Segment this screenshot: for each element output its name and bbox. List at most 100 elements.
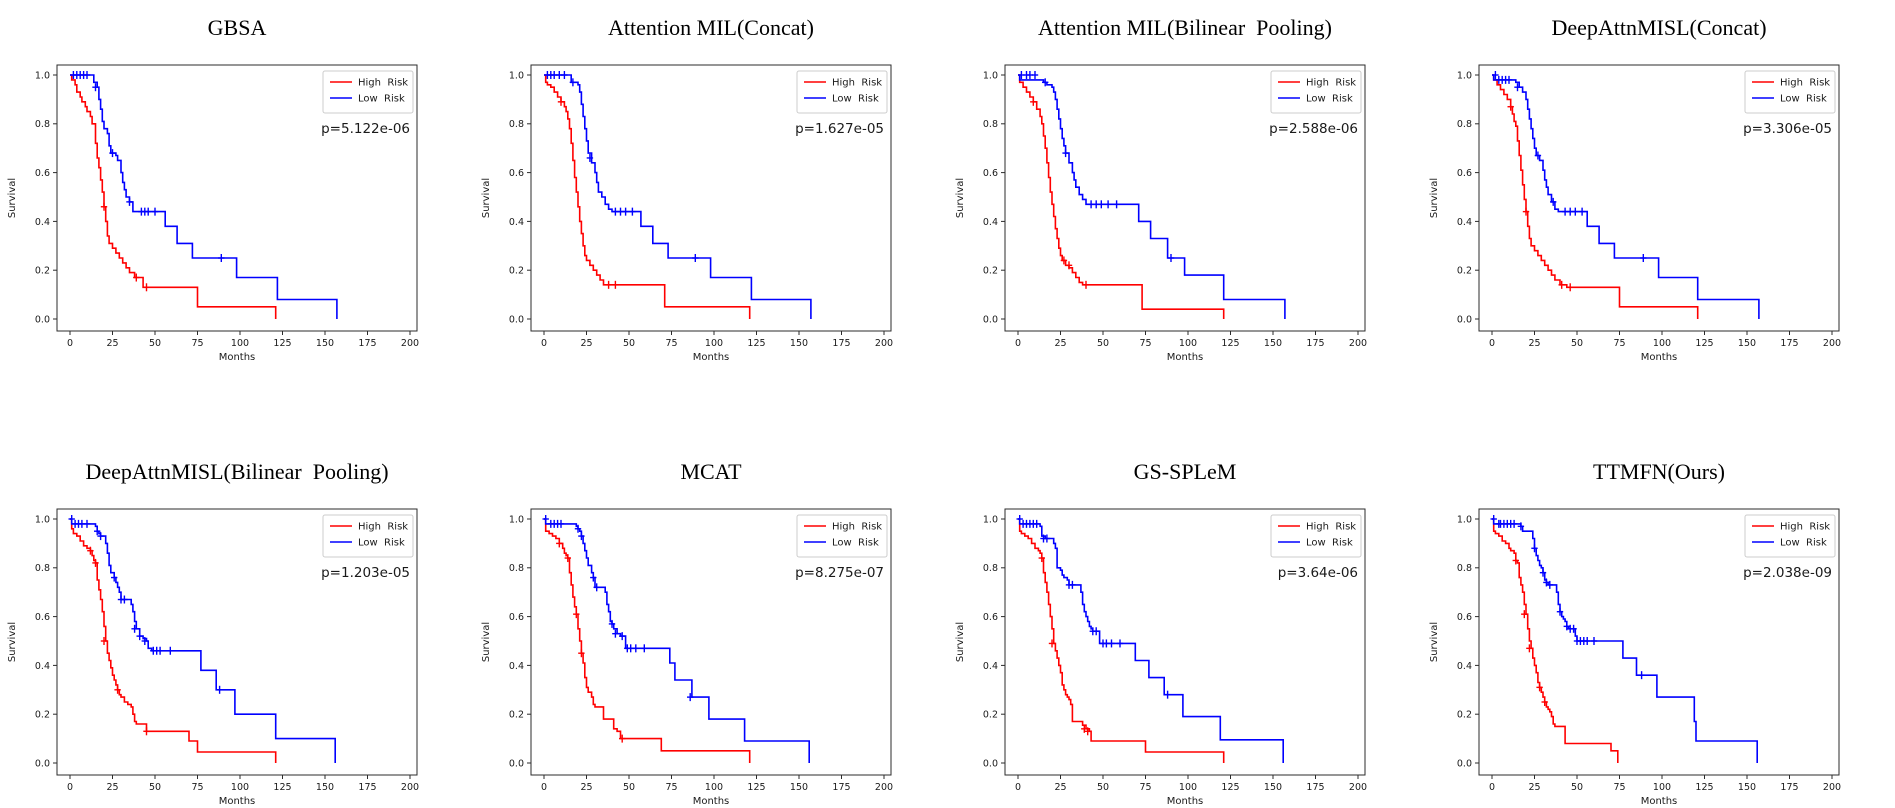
y-tick-label: 0.0 bbox=[35, 314, 50, 325]
x-tick-label: 0 bbox=[541, 338, 547, 349]
plot-box bbox=[1004, 508, 1366, 776]
subplot-title: GBSA bbox=[207, 15, 267, 40]
legend-label-high-risk: High Risk bbox=[1780, 522, 1830, 533]
x-tick-label: 150 bbox=[1264, 338, 1282, 349]
x-tick-label: 200 bbox=[401, 782, 419, 793]
x-tick-label: 125 bbox=[1695, 338, 1713, 349]
low-risk-curve bbox=[70, 74, 338, 319]
x-tick-label: 125 bbox=[1221, 782, 1239, 793]
p-value-label: p=1.627e-05 bbox=[795, 121, 884, 137]
x-tick-label: 150 bbox=[1738, 782, 1756, 793]
x-tick-label: 25 bbox=[580, 338, 592, 349]
legend-label-high-risk: High Risk bbox=[832, 522, 882, 533]
y-tick-label: 0.0 bbox=[1457, 758, 1472, 769]
km-plot-svg: 0 25 50 75 100 125 150 175 200 0.0 0.2 0.4 0.6 0.8 1.0… bbox=[1429, 508, 1841, 807]
subplot-title: DeepAttnMISL(Concat) bbox=[1551, 15, 1767, 40]
x-tick-label: 25 bbox=[1528, 338, 1540, 349]
x-tick-label: 0 bbox=[1015, 782, 1021, 793]
legend-label-high-risk: High Risk bbox=[358, 78, 408, 89]
p-value-label: p=1.203e-05 bbox=[321, 565, 410, 581]
subplot-title: Attention MIL(Bilinear Pooling) bbox=[1038, 15, 1332, 40]
x-tick-label: 100 bbox=[1179, 338, 1197, 349]
x-tick-label: 150 bbox=[316, 782, 334, 793]
legend-label-low-risk: Low Risk bbox=[1780, 94, 1827, 105]
x-tick-label: 100 bbox=[231, 782, 249, 793]
km-plot-svg: 0 25 50 75 100 125 150 175 200 0.0 0.2 0.4 0.6 0.8 1.0… bbox=[7, 64, 419, 363]
y-tick-label: 1.0 bbox=[983, 70, 998, 81]
x-tick-label: 200 bbox=[1823, 338, 1841, 349]
y-tick-label: 0.2 bbox=[509, 710, 524, 721]
x-tick-label: 0 bbox=[1489, 782, 1495, 793]
y-tick-label: 0.2 bbox=[509, 266, 524, 277]
x-tick-label: 50 bbox=[1097, 782, 1109, 793]
x-tick-label: 100 bbox=[1179, 782, 1197, 793]
x-tick-label: 25 bbox=[1054, 782, 1066, 793]
km-plot-svg: 0 25 50 75 100 125 150 175 200 0.0 0.2 0.4 0.6 0.8 1.0… bbox=[481, 64, 893, 363]
x-tick-label: 175 bbox=[1780, 782, 1798, 793]
plot-box bbox=[56, 64, 418, 332]
legend-label-high-risk: High Risk bbox=[1306, 522, 1356, 533]
legend-label-high-risk: High Risk bbox=[1306, 78, 1356, 89]
x-tick-label: 200 bbox=[401, 338, 419, 349]
x-tick-label: 100 bbox=[705, 782, 723, 793]
y-axis-label: Survival bbox=[955, 178, 966, 218]
x-tick-label: 75 bbox=[1139, 338, 1151, 349]
legend-label-low-risk: Low Risk bbox=[1306, 94, 1353, 105]
low-risk-curve bbox=[544, 74, 812, 319]
km-plot-svg: 0 25 50 75 100 125 150 175 200 0.0 0.2 0.4 0.6 0.8 1.0… bbox=[955, 64, 1367, 363]
legend-label-low-risk: Low Risk bbox=[832, 94, 879, 105]
km-plot-svg: 0 25 50 75 100 125 150 175 200 0.0 0.2 0.4 0.6 0.8 1.0… bbox=[7, 508, 419, 807]
legend-label-high-risk: High Risk bbox=[832, 78, 882, 89]
y-tick-label: 0.8 bbox=[983, 119, 998, 130]
p-value-label: p=5.122e-06 bbox=[321, 121, 410, 137]
x-tick-label: 150 bbox=[1738, 338, 1756, 349]
y-tick-label: 0.0 bbox=[1457, 314, 1472, 325]
legend-label-high-risk: High Risk bbox=[1780, 78, 1830, 89]
plot-box bbox=[1004, 64, 1366, 332]
subplot-deepattnmisl-concat: DeepAttnMISL(Concat) 0 25 50 75 100 125 150 175… bbox=[1422, 8, 1895, 364]
p-value-label: p=2.038e-09 bbox=[1743, 565, 1832, 581]
p-value-label: p=3.64e-06 bbox=[1278, 565, 1358, 581]
x-tick-label: 0 bbox=[67, 782, 73, 793]
x-axis-label: Months bbox=[1641, 352, 1678, 363]
subplot-mcat: MCAT 0 25 50 75 100 125 150 175 200 0.0 0.2 0.4 0.6 0… bbox=[474, 452, 948, 808]
x-tick-label: 25 bbox=[1528, 782, 1540, 793]
x-tick-label: 50 bbox=[149, 338, 161, 349]
x-tick-label: 50 bbox=[623, 338, 635, 349]
x-tick-label: 25 bbox=[1054, 338, 1066, 349]
y-tick-label: 0.4 bbox=[35, 661, 50, 672]
x-tick-label: 200 bbox=[875, 338, 893, 349]
p-value-label: p=2.588e-06 bbox=[1269, 121, 1358, 137]
x-tick-label: 75 bbox=[1613, 338, 1625, 349]
legend-label-low-risk: Low Risk bbox=[1780, 538, 1827, 549]
y-tick-label: 0.8 bbox=[509, 119, 524, 130]
p-value-label: p=8.275e-07 bbox=[795, 565, 884, 581]
x-tick-label: 75 bbox=[665, 338, 677, 349]
x-tick-label: 125 bbox=[1695, 782, 1713, 793]
subplot-title: MCAT bbox=[680, 459, 742, 484]
y-axis-label: Survival bbox=[7, 178, 18, 218]
y-tick-label: 0.6 bbox=[983, 168, 998, 179]
high-risk-curve bbox=[70, 518, 277, 763]
x-tick-label: 25 bbox=[106, 782, 118, 793]
x-tick-label: 0 bbox=[1015, 338, 1021, 349]
x-tick-label: 200 bbox=[875, 782, 893, 793]
legend-label-low-risk: Low Risk bbox=[1306, 538, 1353, 549]
y-tick-label: 0.2 bbox=[983, 710, 998, 721]
y-tick-label: 0.0 bbox=[509, 314, 524, 325]
y-tick-label: 1.0 bbox=[35, 70, 50, 81]
x-tick-label: 75 bbox=[191, 782, 203, 793]
x-tick-label: 175 bbox=[1306, 338, 1324, 349]
y-tick-label: 1.0 bbox=[983, 514, 998, 525]
y-tick-label: 0.6 bbox=[983, 612, 998, 623]
low-risk-curve bbox=[544, 518, 810, 763]
y-tick-label: 0.4 bbox=[983, 661, 998, 672]
x-tick-label: 100 bbox=[705, 338, 723, 349]
y-tick-label: 0.4 bbox=[1457, 661, 1472, 672]
y-tick-label: 0.2 bbox=[35, 266, 50, 277]
y-tick-label: 0.8 bbox=[1457, 563, 1472, 574]
x-tick-label: 150 bbox=[1264, 782, 1282, 793]
x-tick-label: 0 bbox=[1489, 338, 1495, 349]
y-tick-label: 0.0 bbox=[983, 314, 998, 325]
